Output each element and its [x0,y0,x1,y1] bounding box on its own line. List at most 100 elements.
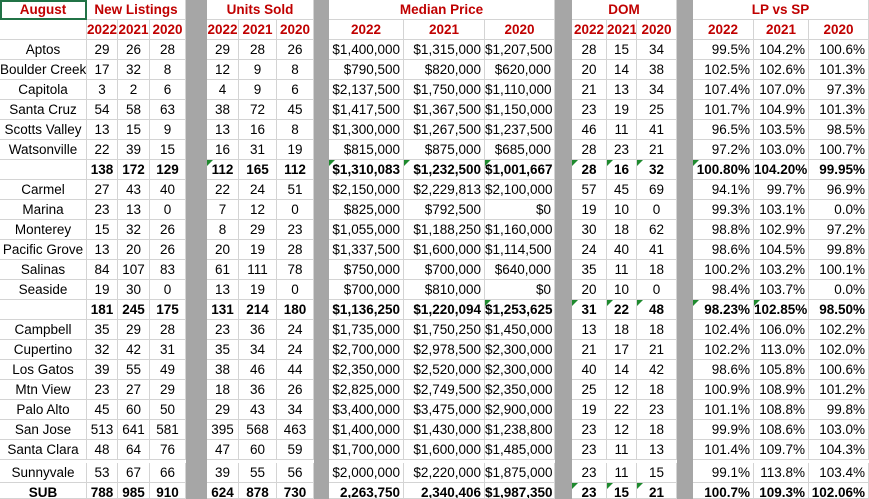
data-cell-dom[interactable]: 13 [607,80,637,100]
row-label[interactable]: Mtn View [0,380,87,400]
data-cell-dom[interactable]: 21 [637,140,677,160]
data-cell-us[interactable]: 395 [207,420,239,440]
data-cell-us[interactable]: 46 [239,360,277,380]
data-cell-us[interactable]: 19 [239,240,277,260]
data-cell-lp[interactable]: 99.5% [693,40,754,60]
data-cell-nl[interactable]: 43 [118,180,150,200]
data-cell-mp[interactable]: $825,000 [329,200,404,220]
data-cell-nl[interactable]: 31 [150,340,186,360]
data-cell-us[interactable]: 13 [207,280,239,300]
row-label[interactable]: Monterey [0,220,87,240]
data-cell-dom[interactable]: 18 [637,380,677,400]
data-cell-lp[interactable]: 102.0% [809,340,869,360]
data-cell-us[interactable]: 4 [207,80,239,100]
data-cell-us[interactable]: 26 [277,40,314,60]
data-cell-mp[interactable]: $1,600,000 [404,440,485,460]
data-cell-dom[interactable]: 15 [607,483,637,499]
data-cell-lp[interactable]: 106.0% [754,320,809,340]
data-cell-us[interactable]: 72 [239,100,277,120]
data-cell-nl[interactable]: 60 [118,400,150,420]
data-cell-dom[interactable]: 21 [572,340,607,360]
data-cell-dom[interactable]: 12 [607,380,637,400]
data-cell-lp[interactable]: 103.1% [754,200,809,220]
data-cell-mp[interactable]: $1,875,000 [485,463,555,483]
data-cell-dom[interactable]: 23 [572,100,607,120]
data-cell-us[interactable]: 24 [277,320,314,340]
data-cell-us[interactable]: 38 [207,100,239,120]
data-cell-nl[interactable]: 39 [118,140,150,160]
data-cell-mp[interactable]: $1,232,500 [404,160,485,180]
data-cell-us[interactable]: 38 [207,360,239,380]
data-cell-lp[interactable]: 108.9% [754,380,809,400]
group-header-mp[interactable]: Median Price [329,0,555,20]
data-cell-mp[interactable]: $685,000 [485,140,555,160]
data-cell-dom[interactable]: 21 [637,483,677,499]
year-header-mp-2022[interactable]: 2022 [329,20,404,40]
data-cell-nl[interactable]: 26 [150,240,186,260]
data-cell-mp[interactable]: $3,475,000 [404,400,485,420]
data-cell-nl[interactable]: 26 [118,40,150,60]
data-cell-mp[interactable]: $1,160,000 [485,220,555,240]
year-header-dom-2021[interactable]: 2021 [607,20,637,40]
data-cell-dom[interactable]: 24 [572,240,607,260]
data-cell-nl[interactable]: 29 [150,380,186,400]
row-label[interactable]: San Jose [0,420,87,440]
data-cell-dom[interactable]: 25 [637,100,677,120]
row-label[interactable]: Pacific Grove [0,240,87,260]
data-cell-mp[interactable]: $1,417,500 [329,100,404,120]
data-cell-nl[interactable]: 910 [150,483,186,499]
data-cell-lp[interactable]: 99.3% [693,200,754,220]
data-cell-us[interactable]: 29 [239,220,277,240]
data-cell-us[interactable]: 55 [239,463,277,483]
data-cell-nl[interactable]: 107 [118,260,150,280]
data-cell-nl[interactable]: 53 [87,463,118,483]
data-cell-us[interactable]: 7 [207,200,239,220]
data-cell-dom[interactable]: 23 [637,400,677,420]
data-cell-mp[interactable]: $1,267,500 [404,120,485,140]
row-label[interactable]: Capitola [0,80,87,100]
data-cell-lp[interactable]: 98.4% [693,280,754,300]
data-cell-dom[interactable]: 18 [607,220,637,240]
group-header-dom[interactable]: DOM [572,0,677,20]
data-cell-lp[interactable]: 0.0% [809,200,869,220]
data-cell-nl[interactable]: 30 [118,280,150,300]
data-cell-nl[interactable]: 138 [87,160,118,180]
data-cell-mp[interactable]: $1,700,000 [329,440,404,460]
group-header-nl[interactable]: New Listings [87,0,186,20]
data-cell-nl[interactable]: 28 [150,320,186,340]
data-cell-lp[interactable]: 98.8% [693,220,754,240]
data-cell-lp[interactable]: 102.9% [754,220,809,240]
data-cell-nl[interactable]: 29 [87,40,118,60]
data-cell-lp[interactable]: 103.0% [754,140,809,160]
data-cell-us[interactable]: 214 [239,300,277,320]
data-cell-lp[interactable]: 104.3% [809,440,869,460]
row-label[interactable]: Salinas [0,260,87,280]
data-cell-dom[interactable]: 20 [572,280,607,300]
data-cell-nl[interactable]: 788 [87,483,118,499]
data-cell-us[interactable]: 36 [239,320,277,340]
data-cell-lp[interactable]: 94.1% [693,180,754,200]
data-cell-dom[interactable]: 28 [572,40,607,60]
data-cell-mp[interactable]: $0 [485,200,555,220]
data-cell-lp[interactable]: 105.8% [754,360,809,380]
data-cell-us[interactable]: 6 [277,80,314,100]
data-cell-lp[interactable]: 109.7% [754,440,809,460]
data-cell-dom[interactable]: 19 [572,200,607,220]
data-cell-us[interactable]: 19 [239,280,277,300]
data-cell-lp[interactable]: 107.4% [693,80,754,100]
row-label[interactable]: Seaside [0,280,87,300]
data-cell-nl[interactable]: 641 [118,420,150,440]
empty-cell[interactable] [0,20,87,40]
year-header-mp-2020[interactable]: 2020 [485,20,555,40]
data-cell-us[interactable]: 16 [239,120,277,140]
data-cell-mp[interactable]: $620,000 [485,60,555,80]
data-cell-lp[interactable]: 96.5% [693,120,754,140]
data-cell-mp[interactable]: $2,229,813 [404,180,485,200]
data-cell-dom[interactable]: 18 [637,260,677,280]
data-cell-lp[interactable]: 98.50% [809,300,869,320]
data-cell-lp[interactable]: 100.2% [693,260,754,280]
data-cell-nl[interactable]: 26 [150,220,186,240]
data-cell-lp[interactable]: 103.7% [754,280,809,300]
data-cell-lp[interactable]: 108.6% [754,420,809,440]
data-cell-us[interactable]: 18 [207,380,239,400]
